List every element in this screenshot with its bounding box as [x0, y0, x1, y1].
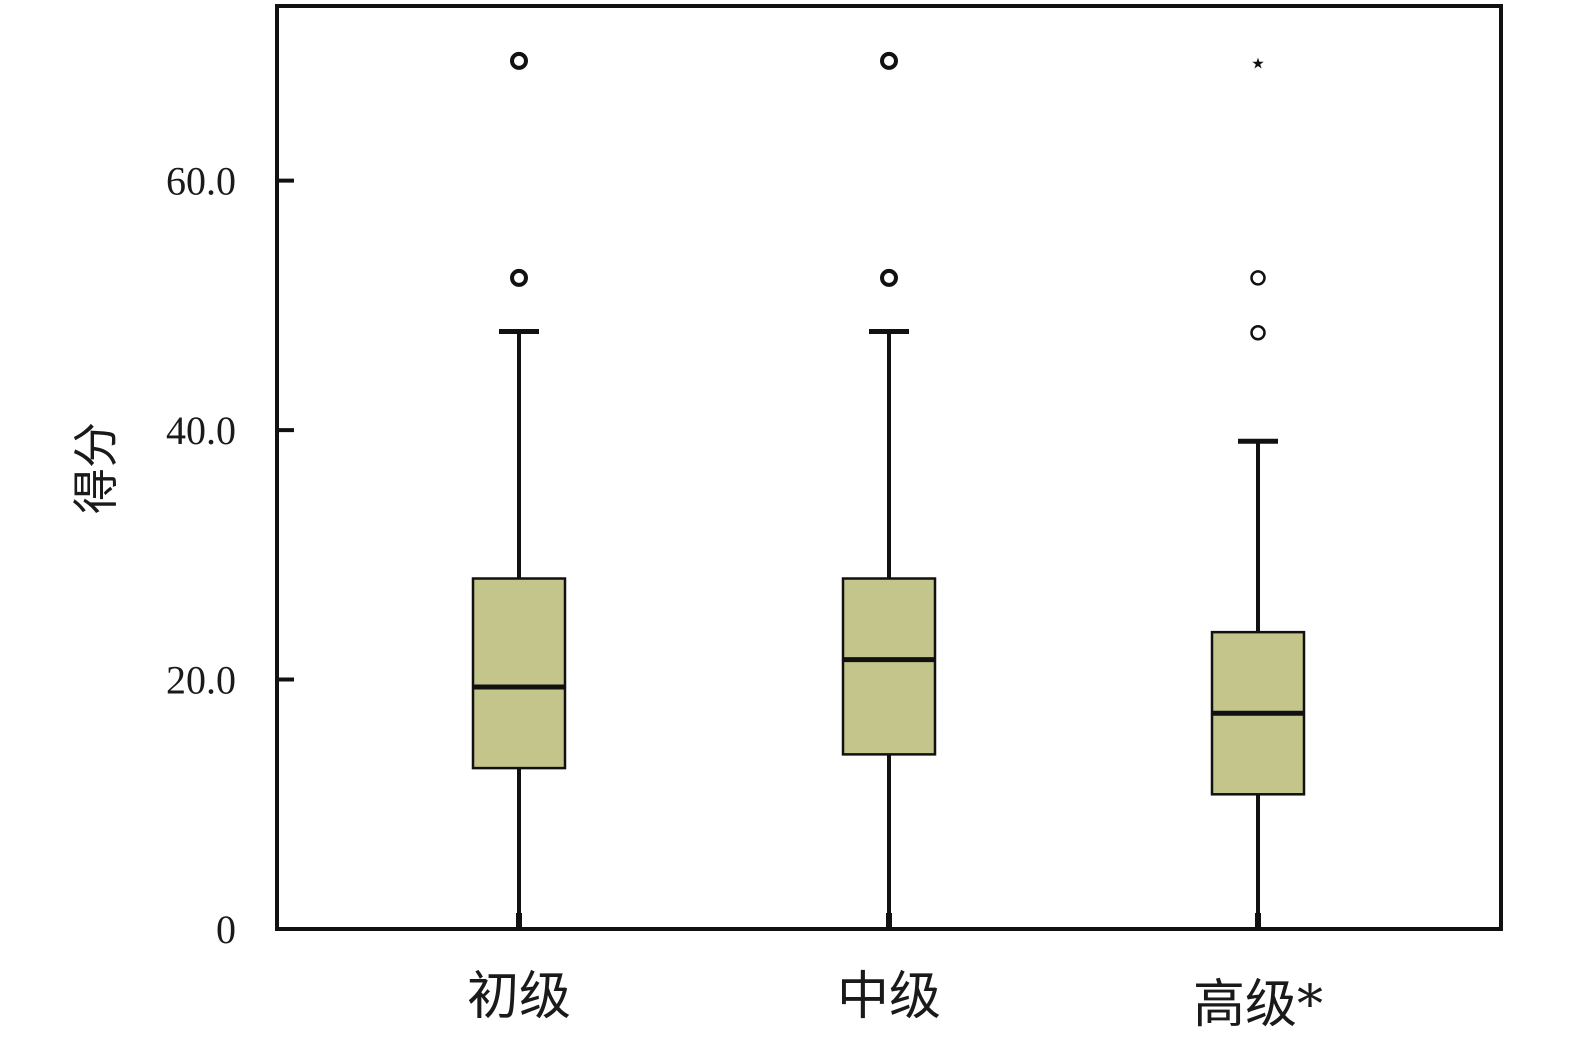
plot-marks: ⋆	[471, 46, 1306, 929]
iqr-box	[841, 577, 937, 756]
box-group	[471, 51, 567, 929]
x-axis: 初级 中级 高级*	[467, 967, 1323, 1035]
outlier-point	[1250, 325, 1266, 341]
outlier-point	[880, 51, 898, 70]
outlier-point	[510, 268, 528, 287]
outlier-point	[1250, 270, 1266, 286]
plot-frame	[275, 4, 1503, 931]
x-category-label: 高级*	[1193, 975, 1323, 1035]
y-tick-label: 60.0	[166, 159, 236, 204]
extreme-outlier-point: ⋆	[1249, 46, 1268, 81]
outlier-point	[510, 51, 528, 70]
outlier-point	[880, 268, 898, 287]
box-group: ⋆	[1210, 46, 1306, 929]
x-category-label: 中级	[837, 967, 941, 1027]
y-axis: 0 20.0 40.0 60.0	[166, 159, 294, 952]
y-axis-label: 得分	[69, 422, 123, 514]
y-tick-label: 20.0	[166, 658, 236, 703]
x-category-label: 初级	[467, 967, 571, 1027]
y-tick-label: 40.0	[166, 408, 236, 453]
iqr-box	[471, 577, 567, 770]
box-group	[841, 51, 937, 929]
y-tick-label: 0	[216, 907, 236, 952]
